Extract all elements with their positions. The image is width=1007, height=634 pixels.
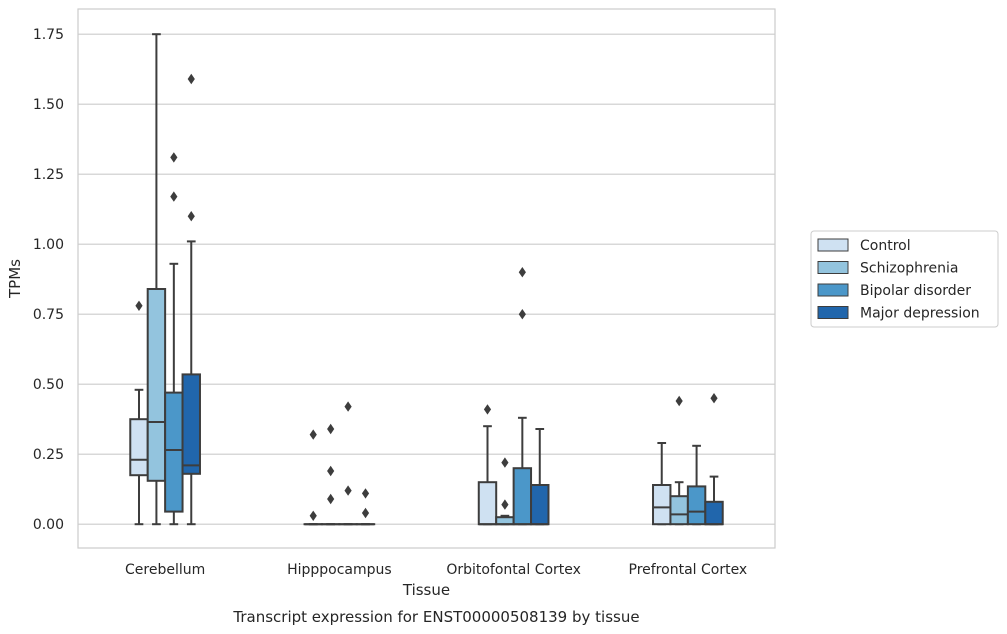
- outlier-point: [327, 465, 335, 477]
- box-3-1: [669, 395, 689, 526]
- y-axis-label: TPMs: [6, 259, 24, 299]
- box-0-0: [129, 300, 149, 526]
- legend-swatch: [817, 283, 849, 297]
- box-0-3: [181, 73, 201, 526]
- outlier-point: [361, 488, 370, 499]
- box-iqr: [704, 500, 724, 526]
- outlier-point: [344, 485, 352, 496]
- legend: Control Schizophrenia Bipolar disorder Majo…: [810, 230, 999, 328]
- box-iqr: [146, 288, 167, 482]
- plot-frame: [77, 8, 776, 549]
- y-tick-label: 0.50: [33, 377, 64, 393]
- legend-swatch: [817, 306, 849, 319]
- x-tick-label: Prefrontal Cortex: [629, 562, 748, 578]
- box-iqr: [686, 485, 707, 526]
- boxes: [129, 33, 724, 526]
- outlier-point: [518, 309, 526, 320]
- y-tick-label: 0.25: [33, 447, 64, 463]
- box-iqr: [477, 481, 498, 526]
- outlier-point: [327, 493, 335, 505]
- box-1-2: [338, 401, 358, 526]
- outlier-point: [344, 401, 352, 412]
- box-iqr: [181, 373, 201, 475]
- x-tick-label: Hipppocampus: [287, 562, 392, 578]
- outlier-point: [309, 510, 317, 521]
- x-axis-ticks: Cerebellum Hipppocampus Orbitofontal Corte…: [125, 562, 747, 578]
- y-tick-label: 1.25: [33, 167, 64, 183]
- legend-label: Major depression: [860, 306, 980, 322]
- box-2-3: [530, 428, 550, 526]
- outlier-point: [501, 457, 509, 468]
- legend-swatch: [817, 261, 849, 274]
- outlier-point: [170, 152, 178, 163]
- legend-frame: [810, 230, 999, 328]
- y-tick-label: 0.75: [33, 307, 64, 323]
- box-iqr: [669, 495, 689, 526]
- box-2-2: [512, 267, 533, 526]
- box-iqr: [652, 484, 672, 526]
- x-tick-label: Orbitofontal Cortex: [446, 562, 581, 578]
- outlier-point: [135, 300, 143, 311]
- outlier-point: [327, 423, 335, 435]
- outlier-point: [361, 507, 370, 519]
- outlier-point: [675, 395, 683, 407]
- box-3-0: [652, 442, 672, 526]
- box-2-1: [495, 457, 515, 526]
- outlier-point: [501, 499, 509, 510]
- y-axis-ticks: 0.00 0.25 0.50 0.75 1.00 1.25 1.50 1.75: [33, 27, 64, 533]
- box-0-1: [146, 33, 167, 526]
- box-3-2: [686, 444, 707, 526]
- outlier-point: [187, 211, 195, 222]
- box-iqr: [129, 418, 149, 477]
- box-iqr: [495, 516, 515, 526]
- box-1-0: [303, 429, 323, 526]
- outlier-point: [187, 73, 195, 85]
- legend-label: Schizophrenia: [860, 261, 958, 277]
- outlier-point: [483, 404, 492, 415]
- box-0-2: [164, 152, 184, 526]
- legend-label: Bipolar disorder: [860, 283, 971, 299]
- chart-caption: Transcript expression for ENST0000050813…: [232, 608, 639, 626]
- box-iqr: [530, 484, 550, 526]
- outlier-point: [170, 191, 178, 202]
- x-tick-label: Cerebellum: [125, 562, 205, 578]
- box-1-1: [320, 423, 341, 526]
- y-tick-label: 1.00: [33, 237, 64, 253]
- box-iqr: [164, 391, 184, 513]
- box-iqr: [512, 467, 533, 526]
- box-1-3: [355, 488, 376, 526]
- box-3-3: [704, 393, 724, 526]
- outlier-point: [518, 267, 526, 278]
- y-tick-label: 1.75: [33, 27, 64, 43]
- outlier-point: [710, 393, 718, 404]
- y-tick-label: 1.50: [33, 97, 64, 113]
- x-axis-label: Tissue: [402, 581, 450, 599]
- box-2-0: [477, 404, 498, 526]
- legend-label: Control: [860, 238, 911, 254]
- y-tick-label: 0.00: [33, 517, 64, 533]
- outlier-point: [309, 429, 317, 440]
- legend-swatch: [817, 238, 849, 252]
